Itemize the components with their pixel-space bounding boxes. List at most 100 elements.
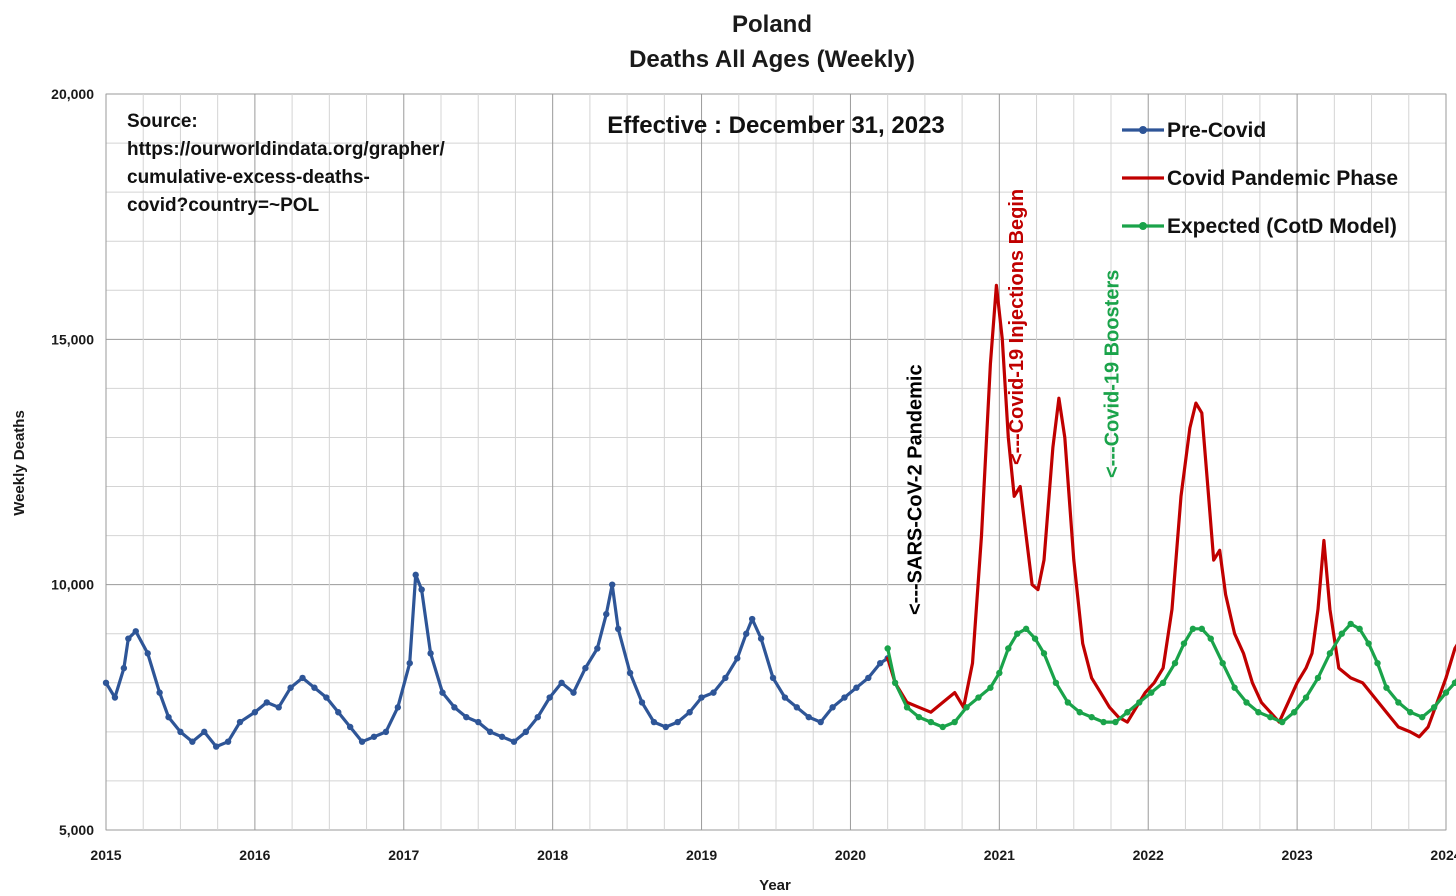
data-point [370, 733, 378, 740]
data-point [1136, 699, 1143, 706]
source-line: covid?country=~POL [127, 195, 320, 216]
data-point [1052, 679, 1060, 686]
data-point [841, 694, 848, 701]
series-line [104, 573, 890, 749]
data-point [287, 684, 294, 691]
data-point [987, 684, 994, 691]
data-point [674, 718, 681, 726]
data-point [346, 723, 354, 731]
data-point [475, 718, 482, 726]
data-point [439, 689, 446, 696]
data-point [963, 704, 970, 711]
data-point [463, 713, 470, 721]
data-point [201, 728, 208, 736]
annotation-label: <---Covid-19 Boosters [1102, 270, 1124, 478]
source-line: Source: [127, 111, 198, 132]
data-point [251, 709, 259, 716]
data-point [177, 728, 184, 736]
data-point [877, 659, 884, 667]
data-point [626, 669, 634, 677]
data-point [1189, 625, 1197, 633]
data-point [1374, 659, 1381, 667]
data-point [686, 709, 693, 716]
data-point [534, 713, 541, 721]
data-point [212, 743, 220, 750]
data-point [156, 689, 163, 696]
x-tick-label: 2020 [835, 847, 866, 863]
data-point [1356, 625, 1363, 633]
x-tick-label: 2018 [537, 847, 568, 863]
data-point [236, 718, 244, 726]
data-point [418, 586, 425, 593]
series-line [886, 283, 1456, 739]
data-point [609, 581, 616, 588]
data-point [546, 694, 553, 701]
data-point [996, 669, 1003, 677]
data-point [1314, 674, 1322, 682]
data-point [1430, 704, 1438, 711]
data-point [793, 704, 801, 711]
data-point [144, 650, 151, 657]
legend-label: Covid Pandemic Phase [1167, 167, 1398, 190]
data-point [120, 664, 128, 672]
legend-marker [1139, 222, 1147, 230]
data-point [1290, 709, 1298, 716]
data-point [829, 704, 836, 711]
data-point [1407, 709, 1414, 716]
data-point [1365, 640, 1372, 647]
data-point [748, 615, 756, 623]
data-point [1442, 689, 1450, 696]
chart-title: Poland [732, 11, 812, 38]
legend-label: Pre-Covid [1167, 119, 1266, 142]
x-tick-label: 2017 [388, 847, 419, 863]
data-point [865, 674, 872, 682]
data-point [382, 728, 390, 736]
data-point [1383, 684, 1390, 691]
data-point [805, 713, 812, 721]
data-point [1395, 699, 1402, 706]
data-point [406, 659, 413, 667]
data-point [951, 718, 958, 726]
source-line: cumulative-excess-deaths- [127, 167, 370, 188]
data-point [570, 689, 577, 696]
annotation-label: <---SARS-CoV-2 Pandemic [905, 364, 927, 615]
data-point [132, 628, 139, 635]
data-point [323, 694, 330, 701]
data-point [650, 718, 658, 726]
data-point [769, 674, 777, 682]
data-point [817, 718, 824, 726]
data-point [743, 630, 750, 637]
data-point [603, 610, 610, 618]
data-point [1124, 709, 1131, 716]
data-point [757, 635, 765, 642]
data-point [1180, 640, 1188, 647]
data-point [734, 655, 741, 662]
x-tick-label: 2023 [1282, 847, 1313, 863]
data-point [558, 679, 565, 686]
data-point [1031, 635, 1039, 642]
series-2 [884, 620, 1456, 731]
data-point [111, 694, 119, 701]
data-point [224, 738, 232, 745]
data-point [263, 699, 270, 706]
data-point [335, 709, 342, 716]
series-0 [102, 571, 891, 750]
data-point [853, 684, 860, 691]
x-axis-label: Year [759, 877, 791, 894]
annotation-label: <---Covid-19 Injections Begin [1006, 189, 1028, 465]
data-point [662, 723, 670, 731]
data-point [165, 713, 172, 721]
data-point [1088, 713, 1095, 721]
data-point [394, 704, 402, 711]
data-point [275, 704, 282, 711]
series-1 [886, 283, 1456, 739]
data-point [1219, 659, 1226, 667]
data-point [451, 704, 458, 711]
data-point [698, 694, 705, 701]
data-point [189, 738, 196, 745]
x-tick-label: 2022 [1133, 847, 1164, 863]
legend-label: Expected (CotD Model) [1167, 215, 1397, 238]
data-point [311, 684, 318, 691]
